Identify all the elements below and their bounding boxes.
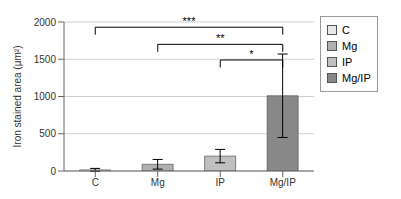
html-text:Mg/IP: Mg/IP [342,72,371,84]
svg-text:Mg/IP: Mg/IP [270,177,296,188]
svg-text:2000: 2000 [34,17,57,28]
svg-text:Mg: Mg [151,177,165,188]
svg-text:C: C [92,177,99,188]
html-text:C: C [342,24,350,36]
svg-text:500: 500 [39,128,56,139]
html-text:Mg: Mg [342,40,358,52]
svg-text:***: *** [183,15,197,27]
svg-text:1000: 1000 [34,91,57,102]
svg-text:**: ** [216,32,225,44]
svg-text:1500: 1500 [34,54,57,65]
svg-text:0: 0 [50,166,56,177]
svg-text:*: * [249,48,254,60]
html-text:IP: IP [342,56,353,68]
svg-text:Iron stained area (μm²): Iron stained area (μm²) [12,46,23,148]
svg-text:IP: IP [216,177,226,188]
